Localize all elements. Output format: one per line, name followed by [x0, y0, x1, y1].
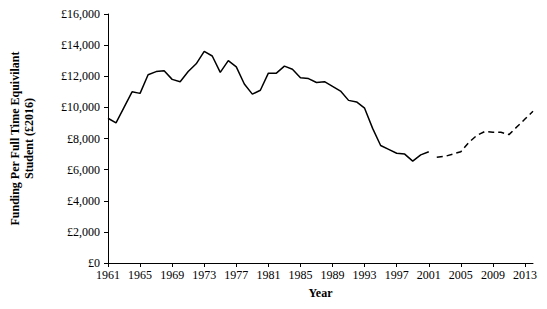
- svg-text:2005: 2005: [449, 268, 473, 282]
- svg-text:Year: Year: [309, 286, 334, 300]
- svg-text:1961: 1961: [96, 268, 120, 282]
- svg-text:£16,000: £16,000: [61, 7, 100, 21]
- svg-text:Student (£2016): Student (£2016): [22, 98, 36, 179]
- svg-text:1989: 1989: [321, 268, 345, 282]
- svg-text:2001: 2001: [417, 268, 441, 282]
- svg-text:1969: 1969: [160, 268, 184, 282]
- svg-text:1985: 1985: [288, 268, 312, 282]
- svg-text:£10,000: £10,000: [61, 100, 100, 114]
- svg-text:1997: 1997: [385, 268, 409, 282]
- svg-text:£6,000: £6,000: [67, 163, 100, 177]
- svg-text:2009: 2009: [481, 268, 505, 282]
- svg-text:Funding Per Full Time Equivila: Funding Per Full Time Equivilant: [8, 51, 22, 225]
- svg-text:1977: 1977: [224, 268, 248, 282]
- svg-text:£2,000: £2,000: [67, 225, 100, 239]
- svg-text:£0: £0: [88, 256, 100, 270]
- svg-text:2013: 2013: [513, 268, 537, 282]
- svg-text:£14,000: £14,000: [61, 38, 100, 52]
- svg-text:£12,000: £12,000: [61, 69, 100, 83]
- svg-text:1993: 1993: [353, 268, 377, 282]
- svg-text:1981: 1981: [256, 268, 280, 282]
- svg-text:1973: 1973: [192, 268, 216, 282]
- svg-text:£8,000: £8,000: [67, 132, 100, 146]
- svg-text:£4,000: £4,000: [67, 194, 100, 208]
- svg-text:1965: 1965: [128, 268, 152, 282]
